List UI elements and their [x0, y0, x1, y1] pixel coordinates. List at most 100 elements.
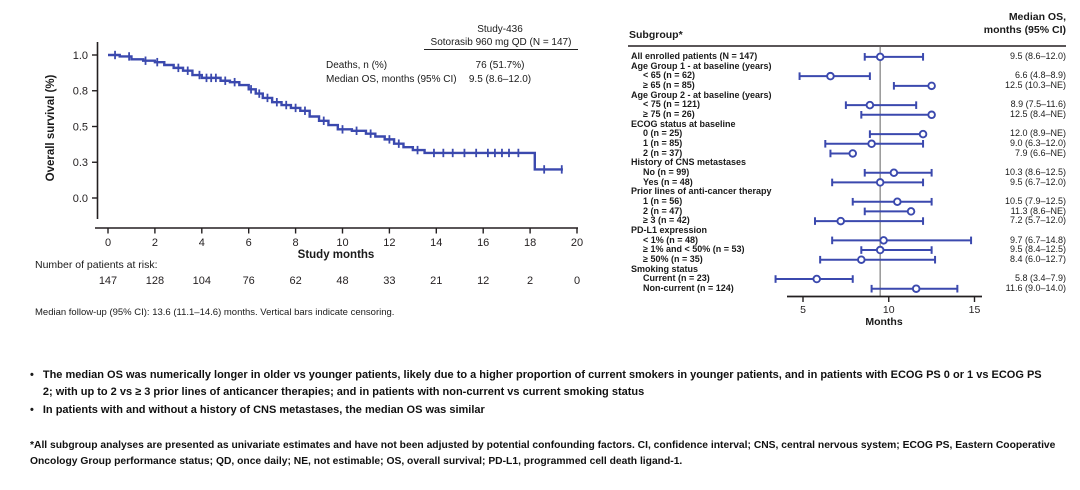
forest-point-estimate [893, 197, 902, 206]
forest-row-label: ≥ 1% and < 50% (n = 53) [643, 244, 745, 255]
forest-row-label: 1 (n = 56) [643, 195, 683, 206]
km-x-tick-label: 18 [524, 237, 536, 249]
forest-value-header-line2: months (95% CI) [983, 24, 1066, 36]
forest-group-header: History of CNS metastases [631, 157, 747, 168]
study-info-arm: Sotorasib 960 mg QD (N = 147) [424, 37, 578, 50]
bullet-item: • In patients with and without a history… [30, 402, 1046, 419]
forest-x-tick-label: 15 [969, 304, 981, 316]
forest-row-value: 12.5 (8.4–NE) [1009, 108, 1066, 119]
forest-row-label: 0 (n = 25) [643, 128, 683, 139]
forest-point-estimate [836, 216, 845, 226]
forest-x-tick-label: 5 [800, 304, 806, 316]
forest-row-value: 11.6 (9.0–14.0) [1005, 282, 1066, 293]
forest-row-value: 9.7 (6.7–14.8) [1009, 234, 1066, 245]
forest-row-label: < 65 (n = 62) [643, 70, 696, 81]
forest-point-estimate [879, 236, 888, 245]
km-at-risk-count: 128 [146, 275, 164, 287]
bullet-text: In patients with and without a history o… [42, 404, 485, 416]
study-info-deaths-label: Deaths, n (%) [326, 60, 388, 71]
km-x-axis-label: Study months [297, 249, 375, 261]
forest-row-label: ≥ 65 (n = 85) [643, 79, 695, 90]
forest-row-label: Current (n = 23) [643, 273, 710, 284]
forest-point-estimate [812, 274, 821, 284]
km-at-risk-label: Number of patients at risk: [35, 259, 158, 271]
km-footnote: Median follow-up (95% CI): 13.6 (11.1–14… [35, 307, 395, 318]
forest-point-estimate [927, 81, 936, 91]
km-at-risk-count: 48 [336, 275, 348, 287]
bullet-dot: • [30, 369, 34, 381]
km-x-tick-label: 10 [336, 237, 348, 249]
km-at-risk-count: 147 [99, 275, 117, 287]
forest-point-estimate [867, 139, 876, 149]
km-at-risk-count: 12 [477, 275, 489, 287]
forest-row-value: 12.5 (10.3–NE) [1004, 79, 1066, 90]
forest-point-estimate [875, 178, 885, 187]
km-at-risk-count: 33 [383, 275, 395, 287]
study-info-deaths-value: 76 (51.7%) [475, 60, 525, 71]
forest-point-estimate [875, 245, 885, 255]
forest-x-axis-label: Months [865, 316, 903, 328]
km-x-tick-label: 16 [477, 237, 489, 249]
km-y-tick-label: 0.8 [73, 86, 88, 98]
forest-point-estimate [911, 284, 921, 293]
km-y-tick-label: 0.5 [73, 121, 88, 133]
km-x-tick-label: 0 [105, 237, 111, 249]
forest-row-value: 7.2 (5.7–12.0) [1009, 215, 1066, 226]
forest-row-label: 2 (n = 47) [643, 205, 683, 216]
bullet-item: • The median OS was numerically longer i… [30, 367, 1046, 400]
km-at-risk-count: 21 [430, 275, 442, 287]
forest-row-value: 10.3 (8.6–12.5) [1004, 166, 1066, 177]
forest-row-label: 1 (n = 85) [643, 137, 683, 148]
forest-row-label: < 75 (n = 121) [643, 99, 701, 110]
forest-row-value: 12.0 (8.9–NE) [1009, 128, 1066, 139]
forest-row-label: ≥ 50% (n = 35) [643, 253, 703, 264]
forest-value-header-line1: Median OS, [1008, 11, 1066, 23]
forest-group-header: PD-L1 expression [631, 224, 708, 235]
forest-row-value: 6.6 (4.8–8.9) [1014, 70, 1066, 81]
forest-row-value: 8.4 (6.0–12.7) [1009, 253, 1066, 264]
forest-row-label: Yes (n = 48) [643, 176, 693, 187]
forest-row-value: 9.5 (8.4–12.5) [1009, 244, 1066, 255]
forest-row-value: 5.8 (3.4–7.9) [1014, 273, 1066, 284]
bullet-text: The median OS was numerically longer in … [42, 369, 1042, 398]
abbreviations-footnote: *All subgroup analyses are presented as … [30, 440, 1056, 467]
forest-row-label: < 1% (n = 48) [643, 234, 699, 245]
km-x-tick-label: 14 [430, 237, 442, 249]
km-x-tick-label: 2 [152, 237, 158, 249]
km-chart: 0.0 0.3 0.5 0.8 1.0 0 147 2 128 4 104 6 76 8 62 10 48 12 3… [73, 42, 583, 287]
forest-row-value: 10.5 (7.9–12.5) [1004, 195, 1066, 206]
km-at-risk-count: 104 [193, 275, 211, 287]
forest-group-header: Age Group 2 - at baseline (years) [631, 89, 772, 100]
forest-point-estimate [906, 207, 916, 216]
forest-row-value: 9.5 (6.7–12.0) [1009, 176, 1066, 187]
km-at-risk-count: 0 [574, 275, 580, 287]
forest-subgroup-header: Subgroup* [629, 29, 683, 41]
forest-point-estimate [826, 71, 835, 81]
forest-point-estimate [927, 110, 936, 120]
forest-row-value: 9.0 (6.3–12.0) [1009, 137, 1066, 148]
km-x-tick-label: 8 [293, 237, 299, 249]
forest-point-estimate [889, 168, 899, 178]
forest-group-header: Age Group 1 - at baseline (years) [631, 60, 772, 71]
forest-row-value: 8.9 (7.5–11.6) [1010, 99, 1066, 110]
forest-row-value: 7.9 (6.6–NE) [1014, 147, 1066, 158]
km-y-tick-label: 1.0 [73, 50, 88, 62]
forest-row-value: 11.3 (8.6–NE) [1010, 205, 1066, 216]
bullet-dot: • [30, 404, 34, 416]
forest-point-estimate [918, 129, 928, 139]
forest-row-label: 2 (n = 37) [643, 147, 683, 158]
forest-row-label: ≥ 75 (n = 26) [643, 108, 695, 119]
study-info-medianos-label: Median OS, months (95% CI) [326, 74, 457, 85]
forest-x-tick-label: 10 [883, 304, 895, 316]
forest-point-estimate [875, 52, 885, 62]
km-at-risk-count: 76 [243, 275, 255, 287]
km-y-tick-label: 0.0 [73, 193, 88, 205]
forest-row-value: 9.5 (8.6–12.0) [1009, 51, 1066, 61]
forest-point-estimate [865, 100, 875, 110]
study-info-medianos-value: 9.5 (8.6–12.0) [468, 74, 532, 85]
forest-point-estimate [857, 255, 866, 264]
km-x-tick-label: 4 [199, 237, 205, 249]
forest-group-header: Prior lines of anti-cancer therapy [631, 186, 772, 197]
